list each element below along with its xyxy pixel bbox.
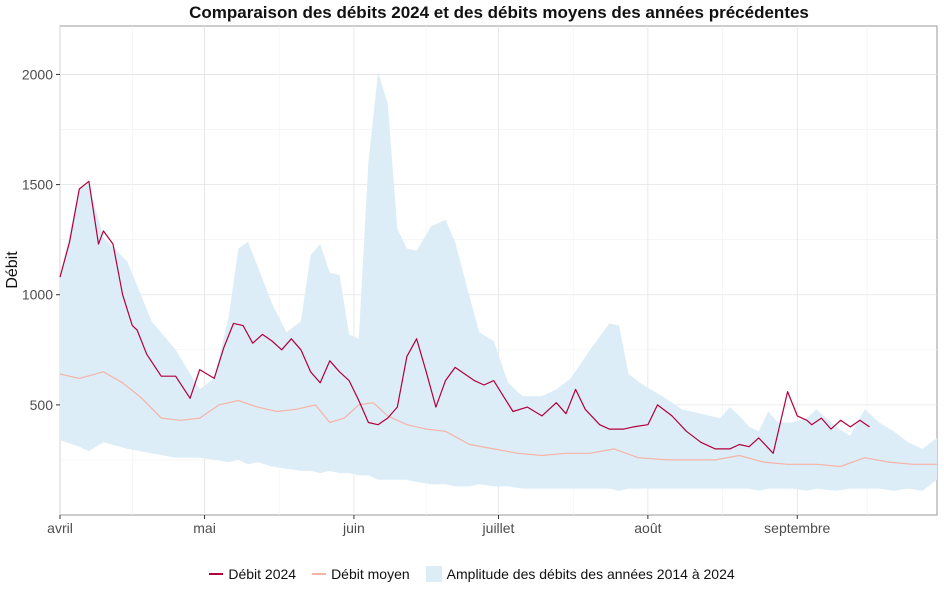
x-tick-label: septembre	[764, 520, 830, 536]
legend-label-debit-moyen: Débit moyen	[331, 566, 410, 582]
legend-item-debit-moyen: Débit moyen	[312, 566, 410, 582]
legend-label-amplitude: Amplitude des débits des années 2014 à 2…	[446, 566, 735, 582]
legend-key-amplitude	[425, 566, 442, 582]
x-axis: avril mai juin juillet août septembre	[47, 515, 831, 536]
series-debit-moyen-line	[59, 371, 937, 468]
y-tick-label: 1500	[22, 177, 53, 193]
legend-label-debit-2024: Débit 2024	[228, 566, 297, 582]
legend-item-debit-2024: Débit 2024	[209, 566, 296, 582]
legend-key-debit-2024	[209, 573, 224, 575]
series-layer	[59, 72, 937, 491]
chart-title: Comparaison des débits 2024 et des débit…	[189, 3, 809, 22]
x-tick-label: avril	[47, 520, 73, 536]
legend-key-debit-moyen	[312, 573, 327, 575]
x-tick-label: juillet	[482, 520, 515, 536]
series-debit-2024-line	[59, 180, 870, 454]
x-tick-label: mai	[193, 520, 216, 536]
y-axis-label: Débit	[4, 251, 21, 289]
legend: Débit 2024 Débit moyen Amplitude des déb…	[0, 563, 944, 585]
y-tick-label: 2000	[22, 66, 53, 82]
y-tick-label: 500	[30, 397, 54, 413]
series-amplitude-band	[60, 72, 937, 491]
y-tick-label: 1000	[22, 287, 53, 303]
y-axis: 500 1000 1500 2000	[22, 66, 60, 413]
x-tick-label: août	[634, 520, 661, 536]
x-tick-label: juin	[342, 520, 365, 536]
legend-item-amplitude: Amplitude des débits des années 2014 à 2…	[425, 566, 735, 582]
